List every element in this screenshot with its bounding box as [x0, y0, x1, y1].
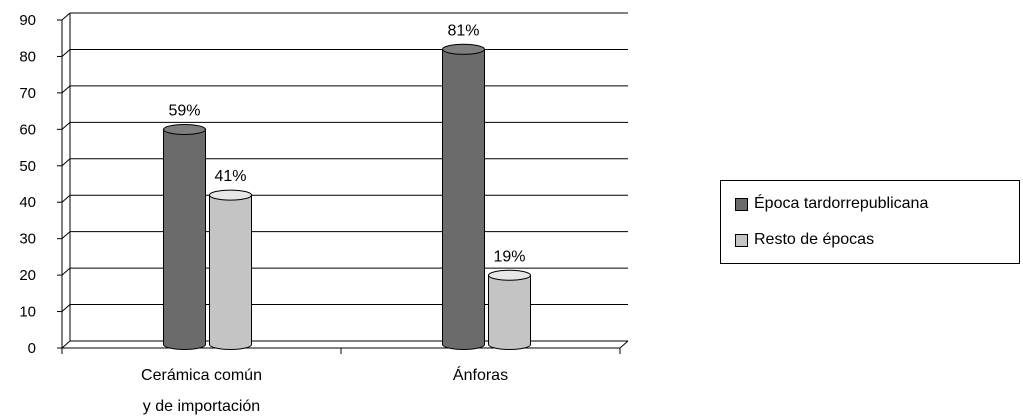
y-tick-label: 80	[19, 48, 36, 65]
axes	[57, 13, 629, 354]
data-label: 19%	[493, 248, 525, 265]
bars	[163, 43, 531, 350]
bar	[163, 128, 206, 350]
y-tick-label: 70	[19, 85, 36, 102]
legend-item-series-2: Resto de épocas	[735, 230, 874, 250]
floor-edge	[619, 340, 629, 349]
gridline-diagonal	[61, 158, 71, 167]
gridline-diagonal	[61, 267, 71, 276]
bar-top	[488, 269, 531, 281]
bar-top	[209, 189, 252, 201]
y-tick-label: 20	[19, 267, 36, 284]
gridline-diagonal	[61, 85, 71, 94]
y-tick-label: 90	[19, 12, 36, 29]
y-tick-label: 40	[19, 194, 36, 211]
gridline-diagonal	[61, 121, 71, 130]
x-category-label: Ánforas	[453, 365, 508, 384]
gridline-diagonal	[61, 49, 71, 57]
legend-label-series-2: Resto de épocas	[754, 231, 875, 248]
legend: Época tardorrepublicana Resto de épocas	[720, 180, 1020, 264]
bar-top	[442, 43, 485, 55]
gridline-diagonal	[61, 340, 71, 349]
legend-label-series-1: Época tardorrepublicana	[754, 195, 929, 212]
legend-swatch-series-1	[735, 197, 748, 211]
data-label: 81%	[447, 22, 479, 39]
y-tick-label: 10	[19, 304, 36, 321]
bar	[442, 48, 485, 350]
y-tick-label: 60	[19, 121, 36, 138]
gridline-diagonal	[61, 12, 71, 21]
bar	[488, 274, 531, 350]
gridlines	[61, 12, 628, 349]
legend-item-series-1: Época tardorrepublicana	[735, 194, 928, 214]
legend-swatch-series-2	[735, 233, 748, 247]
gridline-diagonal	[61, 304, 71, 312]
data-label: 59%	[168, 102, 200, 119]
labels: 0 10 20 30 40 50 60 70 80 90 59% 41% Cerámica común y…	[19, 12, 525, 415]
x-category-label: y de importación	[143, 398, 260, 415]
data-label: 41%	[214, 168, 246, 185]
y-tick-label: 30	[19, 231, 36, 248]
bar	[209, 194, 252, 350]
x-category-label: Cerámica común	[141, 367, 262, 384]
y-tick-label: 50	[19, 158, 36, 175]
gridline-diagonal	[61, 194, 71, 203]
bar-top	[163, 123, 206, 135]
y-tick-label: 0	[28, 340, 36, 357]
gridline-diagonal	[61, 231, 71, 240]
